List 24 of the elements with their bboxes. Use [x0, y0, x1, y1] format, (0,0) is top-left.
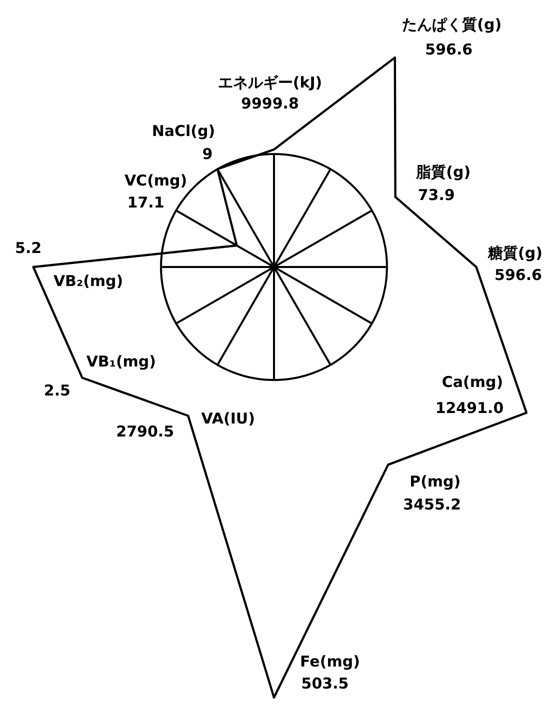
spoke-label: 脂質(g): [415, 162, 471, 181]
text: 12491.0: [435, 398, 504, 417]
text: 9: [202, 145, 213, 164]
spoke-label: NaCl(g): [152, 122, 216, 140]
text: 5.2: [15, 239, 42, 257]
text: 9999.8: [241, 94, 299, 112]
spoke-label: VB₂(mg): [53, 272, 124, 290]
text: 2790.5: [116, 422, 174, 441]
spoke-label: VC(mg): [124, 172, 188, 190]
spoke-label: VA(IU): [201, 410, 255, 428]
spoke-label: VB₁(mg): [86, 352, 156, 371]
spoke-label: 糖質(g): [487, 244, 542, 262]
text: 596.6: [425, 40, 473, 59]
text: 2.5: [44, 382, 70, 400]
text: 17.1: [127, 194, 164, 212]
text: 503.5: [301, 674, 349, 693]
text: 73.9: [418, 186, 455, 204]
spoke-label: P(mg): [410, 472, 461, 491]
spoke-label: エネルギー(kJ): [218, 73, 322, 92]
text: 3455.2: [403, 496, 462, 514]
text: 596.6: [494, 266, 542, 284]
spoke-label: Fe(mg): [300, 652, 360, 671]
spoke-label: たんぱく質(g): [402, 16, 502, 34]
spoke-label: Ca(mg): [442, 372, 504, 391]
